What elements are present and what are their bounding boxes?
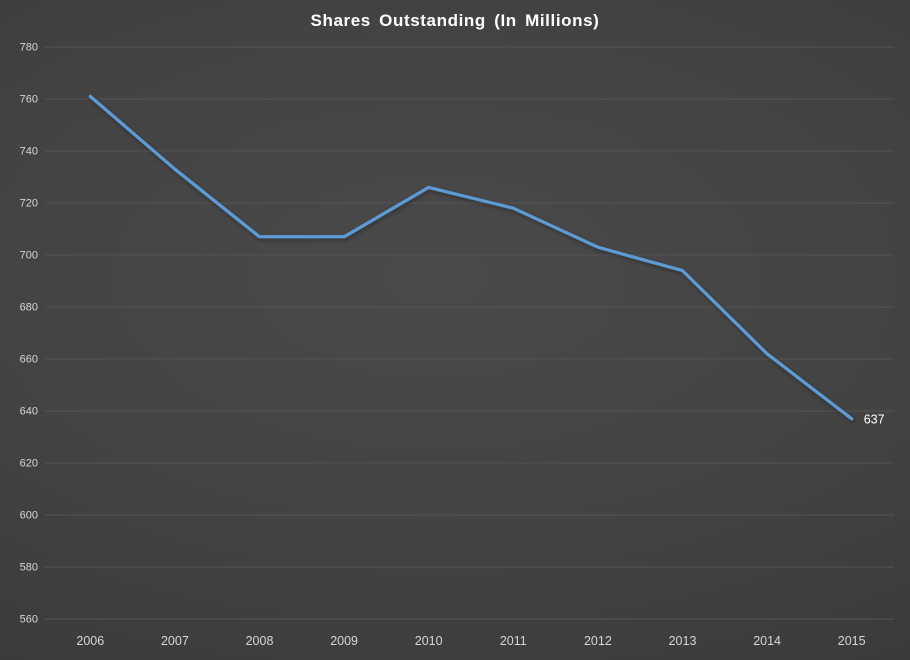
chart-title: Shares Outstanding (In Millions) (310, 11, 600, 30)
y-tick-label: 720 (20, 198, 38, 210)
y-tick-label: 620 (20, 458, 38, 470)
x-tick-label: 2009 (330, 634, 358, 648)
y-tick-label: 740 (20, 146, 38, 158)
x-tick-label: 2014 (753, 634, 781, 648)
y-tick-label: 760 (20, 94, 38, 106)
series-line (88, 94, 854, 421)
x-tick-label: 2012 (584, 634, 612, 648)
x-tick-label: 2010 (415, 634, 443, 648)
y-tick-label: 580 (20, 562, 38, 574)
x-tick-label: 2007 (161, 634, 189, 648)
y-tick-label: 680 (20, 302, 38, 314)
x-tick-label: 2015 (838, 634, 866, 648)
x-tick-label: 2011 (500, 634, 527, 648)
y-tick-label: 660 (20, 354, 38, 366)
y-tick-label: 600 (20, 510, 38, 522)
y-tick-label: 700 (20, 250, 38, 262)
y-tick-label: 780 (20, 42, 38, 54)
x-tick-label: 2013 (669, 634, 697, 648)
x-tick-label: 2006 (76, 634, 104, 648)
end-data-label: 637 (864, 412, 885, 426)
y-tick-label: 560 (20, 614, 38, 626)
x-tick-label: 2008 (246, 634, 274, 648)
y-tick-label: 640 (20, 406, 38, 418)
